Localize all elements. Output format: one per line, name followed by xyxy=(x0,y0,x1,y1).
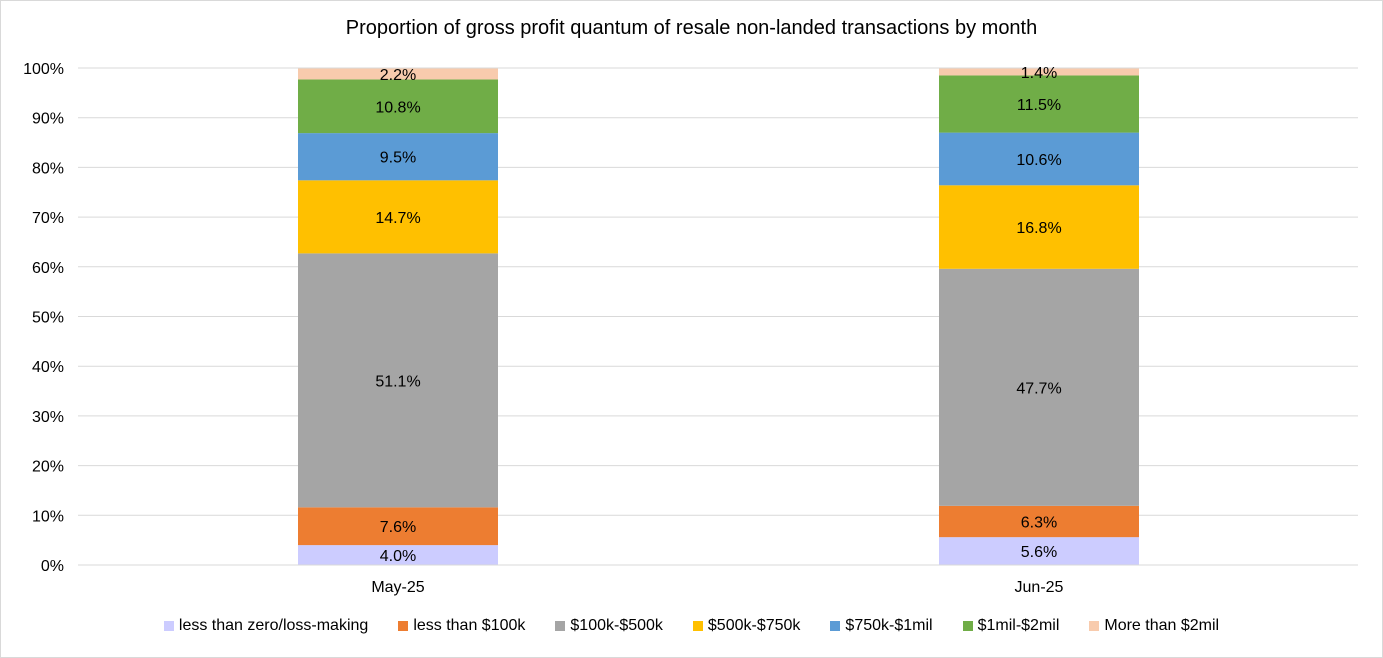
x-tick-label: Jun-25 xyxy=(1015,579,1064,596)
y-tick-label: 80% xyxy=(32,160,64,177)
bar-segment xyxy=(298,507,498,546)
data-label: 51.1% xyxy=(375,373,420,390)
bar-segment xyxy=(939,505,1139,538)
legend-swatch xyxy=(1089,621,1100,631)
legend-label: $100k-$500k xyxy=(570,617,663,634)
legend-swatch xyxy=(555,621,566,631)
chart-legend: less than zero/loss-making less than $100… xyxy=(0,617,1383,635)
bar-segment xyxy=(298,180,498,254)
legend-label: $500k-$750k xyxy=(707,617,801,634)
data-label: 10.8% xyxy=(375,99,420,116)
data-label: 11.5% xyxy=(1017,97,1061,114)
legend-label: $1mil-$2mil xyxy=(977,617,1060,634)
y-tick-label: 10% xyxy=(32,508,64,525)
legend-label: More than $2mil xyxy=(1104,617,1220,634)
data-label: 47.7% xyxy=(1016,380,1061,397)
legend-swatch xyxy=(163,621,174,631)
chart-title: Proportion of gross profit quantum of re… xyxy=(345,17,1038,39)
legend-item: less than $100k xyxy=(398,617,525,635)
bar-segment xyxy=(298,79,498,134)
legend-item: $100k-$500k xyxy=(555,617,663,635)
legend-label: less than zero/loss-making xyxy=(178,617,369,634)
y-tick-label: 70% xyxy=(32,210,64,227)
bar-segment xyxy=(939,185,1139,269)
bar-segment xyxy=(939,268,1139,506)
bar-segment xyxy=(939,132,1139,186)
data-label: 6.3% xyxy=(1021,515,1057,532)
legend-swatch xyxy=(398,621,409,631)
legend-swatch xyxy=(692,621,703,631)
legend-item: $500k-$750k xyxy=(692,617,801,635)
data-label: 5.6% xyxy=(1021,544,1057,561)
y-tick-label: 60% xyxy=(32,260,64,277)
legend-swatch xyxy=(962,621,973,631)
legend-label: $750k-$1mil xyxy=(845,617,933,634)
data-label: 16.8% xyxy=(1016,220,1061,237)
y-tick-label: 0% xyxy=(41,558,64,575)
legend-label: less than $100k xyxy=(413,617,526,634)
bar-segment xyxy=(298,68,498,80)
bar-segment xyxy=(298,133,498,181)
x-tick-label: May-25 xyxy=(371,579,424,596)
data-label: 4.0% xyxy=(380,548,416,565)
y-tick-label: 50% xyxy=(32,310,64,327)
legend-item: less than zero/loss-making xyxy=(163,617,369,635)
chart-plot: 0% 10% 20% 30% 40% 50% 60% 70% 80% 90% 100% 4.0% 7.6… xyxy=(23,61,1358,596)
bar-segment xyxy=(298,545,498,565)
data-label: 1.4% xyxy=(1021,65,1057,82)
legend-swatch xyxy=(830,621,841,631)
data-label: 2.2% xyxy=(380,67,416,84)
legend-item: $1mil-$2mil xyxy=(962,617,1060,635)
y-tick-label: 40% xyxy=(32,359,64,376)
y-tick-label: 20% xyxy=(32,459,64,476)
bar-segment xyxy=(939,75,1139,133)
bar-segment xyxy=(939,68,1139,76)
bar-segment xyxy=(939,537,1139,565)
legend-item: More than $2mil xyxy=(1089,617,1219,635)
legend-item: $750k-$1mil xyxy=(830,617,933,635)
data-label: 14.7% xyxy=(375,210,420,227)
data-label: 10.6% xyxy=(1016,152,1061,169)
data-label: 7.6% xyxy=(380,519,416,536)
y-tick-label: 90% xyxy=(32,111,64,128)
bar-segment xyxy=(298,253,498,508)
data-label: 9.5% xyxy=(380,150,416,167)
y-tick-label: 100% xyxy=(23,61,64,78)
y-tick-label: 30% xyxy=(32,409,64,426)
